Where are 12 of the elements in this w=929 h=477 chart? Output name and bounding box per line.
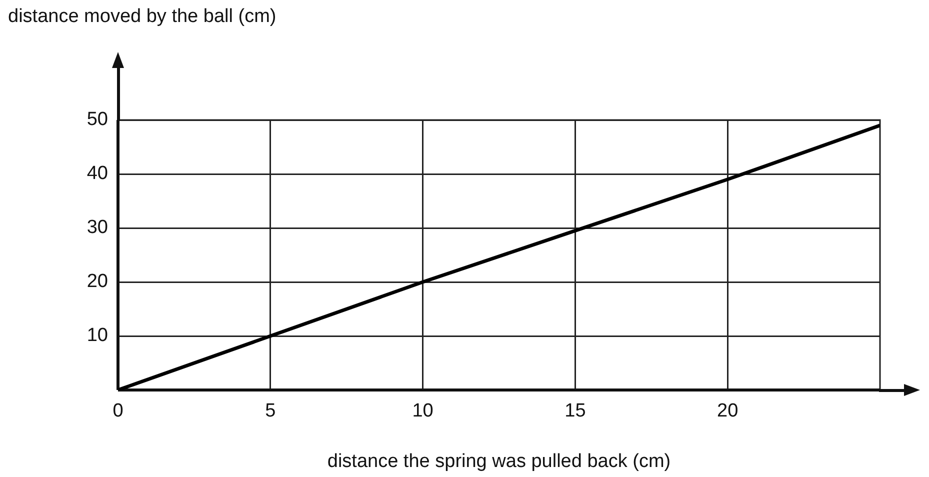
x-tick-label: 15 bbox=[564, 400, 586, 422]
y-tick-label: 20 bbox=[86, 271, 108, 292]
y-tick-label: 30 bbox=[86, 217, 108, 238]
x-tick-label: 10 bbox=[412, 400, 434, 422]
y-tick-label: 50 bbox=[86, 109, 108, 130]
y-axis-title: distance moved by the ball (cm) bbox=[8, 6, 276, 28]
x-tick-label: 20 bbox=[717, 400, 738, 422]
x-tick-label: 0 bbox=[112, 400, 124, 422]
x-axis-title: distance the spring was pulled back (cm) bbox=[327, 450, 671, 472]
y-tick-label: 40 bbox=[86, 163, 108, 184]
y-tick-label: 10 bbox=[86, 325, 108, 346]
x-tick-label: 5 bbox=[265, 400, 276, 422]
